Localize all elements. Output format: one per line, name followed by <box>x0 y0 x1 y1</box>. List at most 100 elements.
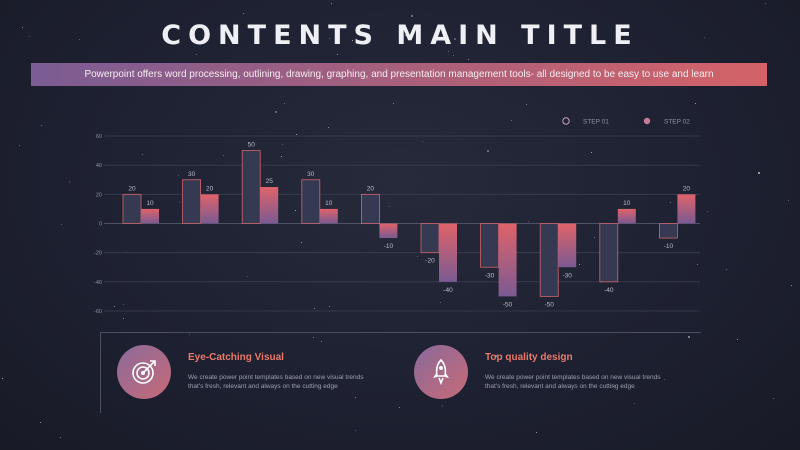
data-labels: 20 10 30 20 50 25 30 10 20 -10 -20 -40 -30 -50 -50 -30 -… <box>128 142 690 309</box>
data-label: -40 <box>604 287 614 294</box>
star-dot <box>393 103 394 104</box>
bar-step-01 <box>182 179 202 224</box>
chart-bars <box>122 150 696 297</box>
data-label: 20 <box>367 185 375 192</box>
star-dot <box>41 125 42 126</box>
star-dot <box>453 55 454 56</box>
star-dot <box>275 111 277 113</box>
data-label: -10 <box>664 243 674 250</box>
star-dot <box>355 430 356 431</box>
star-dot <box>79 39 80 40</box>
star-dot <box>179 202 180 203</box>
star-dot <box>411 15 413 17</box>
star-dot <box>511 120 512 121</box>
star-dot <box>22 27 23 28</box>
data-label: 20 <box>683 185 691 192</box>
data-label: -10 <box>384 243 394 250</box>
star-dot <box>313 337 314 338</box>
star-dot <box>282 144 283 145</box>
chart-legend: STEP 01 STEP 02 <box>562 117 690 126</box>
star-dot <box>487 150 489 152</box>
star-dot <box>301 242 302 243</box>
bar-step-02 <box>558 223 577 268</box>
star-dot <box>329 38 330 39</box>
bar-step-01 <box>241 150 261 224</box>
y-axis: 60 40 20 0 -20 -40 -60 <box>94 134 102 315</box>
data-label: -30 <box>562 272 572 279</box>
star-dot <box>526 104 527 105</box>
bar-step-01 <box>480 223 500 268</box>
card-description-line: that's fresh, relevant and always on the… <box>188 383 338 390</box>
star-dot <box>321 341 322 342</box>
star-dot <box>123 318 124 319</box>
star-dot <box>399 407 400 408</box>
bar-step-02 <box>617 208 636 224</box>
star-dot <box>328 127 329 128</box>
star-dot <box>60 437 61 438</box>
star-dot <box>405 35 406 36</box>
star-dot <box>422 141 423 142</box>
bar-step-02 <box>439 223 457 282</box>
star-dot <box>178 175 179 176</box>
star-dot <box>389 206 390 207</box>
data-label: 20 <box>206 185 214 192</box>
card-title: Eye-Catching Visual <box>188 352 284 363</box>
star-dot <box>594 237 595 238</box>
y-tick-label: -40 <box>94 280 102 286</box>
bar-step-02 <box>141 208 159 224</box>
star-dot <box>440 302 441 303</box>
star-dot <box>295 210 296 211</box>
star-dot <box>243 13 244 14</box>
legend-label: STEP 02 <box>664 119 690 126</box>
star-dot <box>468 59 469 60</box>
bar-step-02 <box>260 187 279 224</box>
star-dot <box>280 35 281 36</box>
bar-step-01 <box>360 193 380 224</box>
star-dot <box>454 38 456 40</box>
legend-label: STEP 01 <box>583 119 609 126</box>
star-dot <box>355 397 356 398</box>
star-dot <box>284 103 285 104</box>
star-dot <box>189 334 190 335</box>
data-label: 25 <box>266 178 274 185</box>
data-label: 10 <box>146 200 154 207</box>
bar-step-01 <box>420 223 440 254</box>
star-dot <box>329 306 330 307</box>
star-dot <box>281 156 282 157</box>
star-dot <box>737 339 738 340</box>
data-label: -40 <box>443 287 453 294</box>
star-dot <box>695 103 696 104</box>
card-description-line: We create power point templates based on… <box>485 374 661 381</box>
star-dot <box>123 304 124 305</box>
star-dot <box>247 276 248 277</box>
bar-step-02 <box>379 223 398 239</box>
feature-card-top-quality: Top quality design We create power point… <box>414 345 694 405</box>
star-dot <box>314 308 315 309</box>
star-dot <box>582 382 583 383</box>
star-dot <box>442 405 443 406</box>
bar-step-02 <box>677 194 696 224</box>
star-dot <box>331 3 332 4</box>
y-tick-label: 0 <box>99 222 102 228</box>
data-label: 30 <box>307 171 315 178</box>
star-dot <box>417 256 418 257</box>
star-dot <box>758 172 760 174</box>
data-label: 30 <box>188 171 196 178</box>
star-dot <box>697 264 698 265</box>
data-label: -20 <box>425 258 435 265</box>
data-label: -50 <box>544 301 554 308</box>
star-dot <box>495 355 497 357</box>
data-label: -50 <box>503 301 513 308</box>
card-description: We create power point templates based on… <box>485 373 660 391</box>
star-dot <box>19 145 20 146</box>
legend-marker-step-01 <box>562 117 570 125</box>
star-dot <box>562 354 563 355</box>
star-dot <box>40 422 41 423</box>
y-tick-label: -20 <box>94 251 102 257</box>
rocket-icon <box>414 345 468 399</box>
slide-title: CONTENTS MAIN TITLE <box>161 20 639 51</box>
target-icon <box>117 345 171 399</box>
star-dot <box>791 285 792 286</box>
data-label: 10 <box>623 200 631 207</box>
